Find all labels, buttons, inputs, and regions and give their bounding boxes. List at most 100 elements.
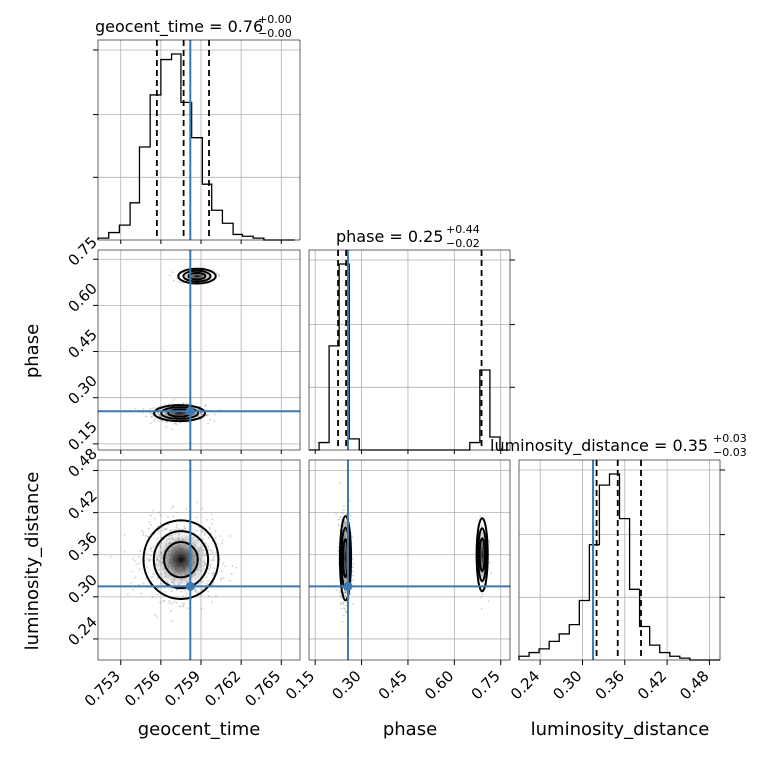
sample-point	[340, 607, 343, 610]
sample-point	[220, 570, 223, 573]
x-tick-label: 0.75	[468, 667, 504, 703]
svg-text:geocent_time = 0.76: geocent_time = 0.76	[95, 17, 263, 37]
sample-point	[149, 547, 152, 550]
sample-point	[342, 509, 345, 511]
sample-point	[167, 523, 169, 526]
plot-area	[98, 460, 300, 660]
sample-point	[123, 533, 126, 536]
sample-point	[148, 521, 151, 523]
sample-point	[340, 601, 342, 604]
sample-point	[201, 588, 204, 591]
sample-point	[480, 595, 483, 598]
sample-point	[221, 539, 224, 541]
sample-point	[205, 414, 208, 417]
sample-point	[210, 513, 213, 516]
sample-point	[163, 600, 165, 603]
sample-point	[173, 600, 176, 603]
sample-point	[130, 570, 133, 573]
sample-point	[168, 602, 171, 605]
truth-marker	[185, 581, 195, 591]
sample-point	[201, 507, 204, 510]
sample-point	[162, 529, 164, 532]
sample-point	[171, 428, 174, 431]
sample-point	[158, 413, 160, 416]
sample-point	[200, 412, 203, 414]
sample-point	[205, 414, 208, 417]
sample-point	[211, 572, 214, 575]
sample-point	[344, 520, 346, 523]
plot-area	[309, 460, 510, 660]
svg-text:+0.03: +0.03	[713, 432, 747, 445]
sample-point	[207, 590, 210, 593]
sample-point	[349, 499, 351, 502]
sample-point	[163, 599, 165, 602]
sample-point	[146, 565, 149, 568]
sample-point	[159, 522, 162, 524]
y-tick-label: 0.45	[65, 326, 101, 362]
sample-point	[172, 505, 175, 508]
sample-point	[151, 576, 154, 578]
y-tick-label: 0.48	[65, 445, 101, 481]
sample-point	[349, 593, 352, 596]
sample-point	[149, 422, 152, 425]
y-tick-label: 0.75	[65, 233, 101, 269]
sample-point	[175, 511, 178, 514]
sample-point	[149, 407, 152, 410]
sample-point	[218, 273, 221, 276]
x-tick-label: 0.24	[507, 667, 543, 703]
sample-point	[149, 559, 152, 562]
density-contour	[142, 519, 220, 600]
sample-point	[343, 607, 346, 610]
sample-point	[170, 590, 173, 593]
sample-point	[195, 516, 198, 519]
sample-point	[213, 420, 216, 422]
sample-point	[165, 528, 168, 531]
sample-point	[123, 551, 126, 553]
sample-point	[222, 577, 225, 580]
sample-point	[142, 531, 145, 534]
sample-point	[488, 540, 491, 543]
sample-point	[150, 413, 153, 415]
sample-point	[341, 602, 344, 605]
panel-frame	[518, 459, 721, 661]
sample-point	[196, 592, 199, 595]
sample-point	[138, 568, 141, 571]
sample-point	[131, 557, 134, 560]
sample-point	[164, 590, 167, 593]
panels: 0.150.300.450.600.750.240.300.360.420.48…	[65, 39, 725, 710]
sample-point	[202, 266, 204, 269]
sample-point	[157, 531, 160, 534]
title-geocent-time: geocent_time = 0.76 +0.00 −0.00	[95, 13, 292, 40]
y-tick-label: 0.60	[65, 279, 101, 315]
sample-point	[175, 601, 178, 604]
sample-point	[209, 528, 212, 530]
panel-frame	[97, 249, 301, 451]
sample-point	[178, 605, 181, 608]
sample-point	[343, 607, 345, 610]
2d-panel-luminosity-distance-vs-phase	[308, 459, 511, 661]
sample-point	[345, 604, 348, 607]
sample-point	[212, 552, 214, 554]
sample-point	[343, 522, 345, 524]
sample-point	[480, 608, 483, 610]
sample-point	[161, 420, 164, 423]
svg-text:−0.00: −0.00	[258, 27, 292, 40]
svg-text:+0.44: +0.44	[446, 223, 480, 236]
sample-point	[230, 573, 233, 575]
sample-point	[138, 583, 140, 586]
sample-point	[150, 547, 152, 550]
sample-point	[142, 582, 145, 585]
sample-point	[134, 576, 137, 579]
panel-frame	[97, 459, 301, 661]
sample-point	[150, 416, 153, 418]
sample-point	[200, 594, 203, 597]
sample-point	[151, 415, 153, 418]
sample-point	[127, 593, 129, 595]
sample-point	[207, 594, 210, 597]
grid	[98, 40, 300, 240]
sample-point	[199, 418, 202, 421]
sample-point	[171, 507, 173, 510]
sample-point	[159, 514, 162, 517]
sample-point	[157, 587, 160, 590]
